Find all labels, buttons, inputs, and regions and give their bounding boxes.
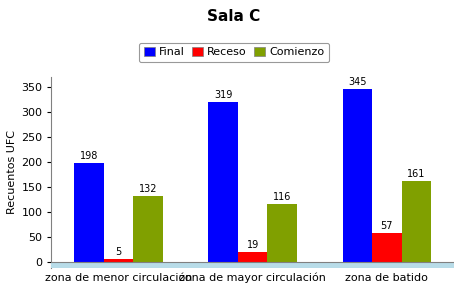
Text: 5: 5 [116, 247, 122, 257]
Text: 132: 132 [139, 184, 157, 194]
Text: 116: 116 [273, 192, 292, 202]
Bar [268, 204, 297, 262]
Bar [402, 181, 431, 262]
Bar [343, 90, 372, 262]
Y-axis label: Recuentos UFC: Recuentos UFC [7, 131, 17, 214]
Text: Sala C: Sala C [207, 9, 261, 24]
Bar [133, 196, 163, 262]
Text: 161: 161 [407, 169, 425, 180]
Text: 345: 345 [348, 78, 366, 87]
Bar [372, 233, 402, 262]
Bar [238, 253, 268, 262]
Legend: Final, Receso, Comienzo: Final, Receso, Comienzo [139, 43, 329, 62]
Text: 19: 19 [247, 241, 259, 250]
Text: 198: 198 [80, 151, 98, 161]
Bar [51, 262, 454, 268]
Text: 319: 319 [214, 91, 233, 100]
Bar [104, 259, 133, 262]
Bar [74, 163, 104, 262]
Bar [208, 103, 238, 262]
Text: 57: 57 [380, 221, 393, 232]
